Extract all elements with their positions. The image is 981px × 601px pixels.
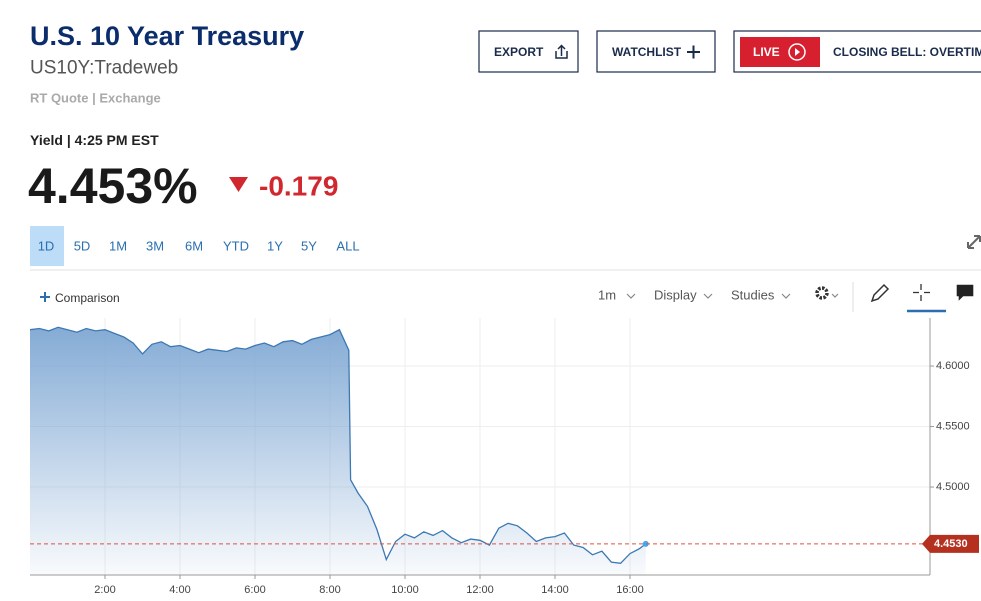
symbol: US10Y:Tradeweb — [30, 58, 178, 79]
reference-label-box — [922, 534, 979, 553]
watchlist-button[interactable]: WATCHLIST — [596, 30, 716, 73]
button-label: LIVE — [753, 45, 780, 59]
price: 4.453% — [28, 158, 198, 214]
button-label: WATCHLIST — [612, 45, 682, 59]
range-tab[interactable]: YTD — [223, 239, 249, 254]
display-menu[interactable]: Display — [654, 288, 713, 303]
reference-label: 4.4530 — [934, 538, 968, 550]
change: -0.179 — [259, 171, 338, 202]
y-tick-label: 4.5500 — [936, 421, 970, 433]
x-tick-label: 2:00 — [94, 584, 115, 596]
range-tab[interactable]: 3M — [146, 239, 164, 254]
last-point — [642, 540, 649, 547]
range-tab[interactable]: 1M — [109, 239, 127, 254]
interval-menu[interactable]: 1m — [598, 288, 636, 303]
y-tick-label: 4.6000 — [936, 360, 970, 372]
title: U.S. 10 Year Treasury — [30, 21, 304, 51]
range-tabs: 1D 5D 1M 3M 6M YTD 1Y 5Y ALL — [38, 239, 360, 254]
x-tick-label: 14:00 — [541, 584, 569, 596]
display-label: Display — [654, 288, 697, 303]
area-fill — [30, 327, 646, 575]
interval-label: 1m — [598, 288, 616, 303]
x-tick-label: 12:00 — [466, 584, 494, 596]
draw-icon[interactable] — [870, 283, 890, 303]
comparison-button[interactable]: Comparison — [40, 291, 120, 305]
live-button[interactable]: LIVE CLOSING BELL: OVERTIME — [733, 30, 981, 73]
x-tick-label: 16:00 — [616, 584, 644, 596]
export-button[interactable]: EXPORT — [478, 30, 579, 73]
studies-menu[interactable]: Studies — [731, 288, 791, 303]
quote-type: RT Quote | Exchange — [30, 91, 161, 106]
price-line — [29, 326, 647, 564]
comparison-label: Comparison — [55, 291, 120, 305]
live-show: CLOSING BELL: OVERTIME — [833, 45, 981, 59]
range-tab[interactable]: 6M — [185, 239, 203, 254]
button-label: EXPORT — [494, 45, 544, 59]
range-tab[interactable]: 5D — [74, 239, 91, 254]
x-tick-label: 4:00 — [169, 584, 190, 596]
y-tick-label: 4.5000 — [936, 481, 970, 493]
range-active — [30, 226, 64, 266]
range-tab[interactable]: 5Y — [301, 239, 317, 254]
x-tick-label: 6:00 — [244, 584, 265, 596]
settings-icon[interactable] — [815, 286, 839, 300]
studies-label: Studies — [731, 288, 775, 303]
x-tick-label: 8:00 — [319, 584, 340, 596]
crosshair-icon[interactable] — [907, 284, 946, 313]
range-tab[interactable]: 1Y — [267, 239, 283, 254]
down-arrow — [229, 177, 248, 192]
comment-icon[interactable] — [956, 284, 974, 301]
range-tab[interactable]: 1D — [38, 239, 55, 254]
chart: 2:00 4:00 6:00 8:00 10:00 12:00 14:00 16:00 4.50… — [29, 318, 979, 596]
range-tab[interactable]: ALL — [336, 239, 359, 254]
x-tick-label: 10:00 — [391, 584, 419, 596]
quote-label: Yield | 4:25 PM EST — [30, 132, 159, 148]
expand-icon[interactable] — [967, 235, 981, 249]
